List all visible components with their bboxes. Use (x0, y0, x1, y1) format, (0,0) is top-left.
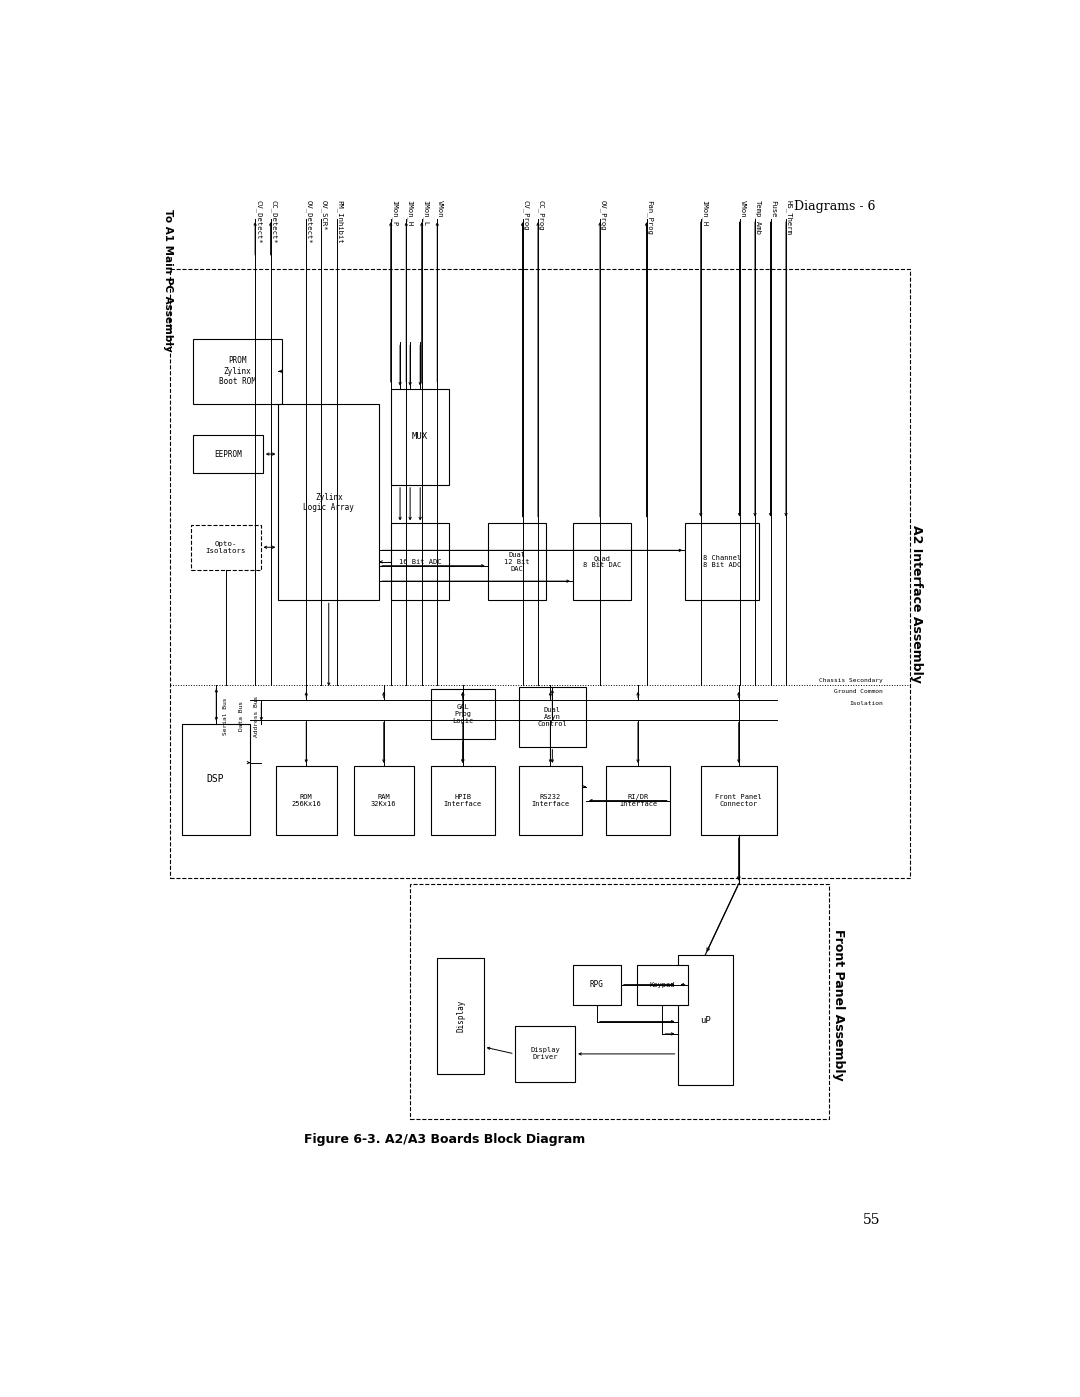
Text: uP: uP (700, 1016, 711, 1024)
Text: 16 Bit ADC: 16 Bit ADC (399, 559, 441, 564)
Text: IMon_H: IMon_H (701, 200, 707, 226)
FancyBboxPatch shape (515, 1027, 576, 1081)
Text: Fan_Prog: Fan_Prog (647, 200, 653, 235)
Text: CC_Prog: CC_Prog (538, 200, 544, 231)
FancyBboxPatch shape (572, 964, 621, 1004)
FancyBboxPatch shape (572, 524, 631, 601)
FancyBboxPatch shape (276, 766, 337, 835)
Text: 8 Channel
8 Bit ADC: 8 Channel 8 Bit ADC (703, 556, 741, 569)
FancyBboxPatch shape (191, 525, 260, 570)
FancyBboxPatch shape (685, 524, 759, 601)
Text: MUX: MUX (411, 432, 428, 441)
Text: Front Panel Assembly: Front Panel Assembly (833, 929, 846, 1080)
Text: A2 Interface Assembly: A2 Interface Assembly (909, 525, 922, 683)
Text: OV_Detect*: OV_Detect* (306, 200, 312, 243)
Text: EEPROM: EEPROM (214, 450, 242, 458)
Text: Data Bus: Data Bus (239, 701, 244, 731)
Text: RPG: RPG (590, 981, 604, 989)
Text: PM_Inhibit: PM_Inhibit (337, 200, 343, 243)
FancyBboxPatch shape (391, 524, 449, 601)
Text: Keypad: Keypad (650, 982, 675, 988)
Text: Front Panel
Connector: Front Panel Connector (715, 793, 762, 807)
Text: Address Bus: Address Bus (254, 696, 259, 736)
Text: PROM
Zylinx
Boot ROM: PROM Zylinx Boot ROM (219, 356, 256, 386)
Text: VMon: VMon (437, 200, 443, 218)
Text: Diagrams - 6: Diagrams - 6 (794, 200, 875, 212)
Text: IMon_L: IMon_L (422, 200, 429, 226)
Text: CV_Detect*: CV_Detect* (255, 200, 261, 243)
FancyBboxPatch shape (353, 766, 414, 835)
Text: RS232
Interface: RS232 Interface (531, 793, 569, 807)
FancyBboxPatch shape (437, 958, 484, 1074)
FancyBboxPatch shape (701, 766, 777, 835)
Text: Opto-
Isolators: Opto- Isolators (205, 541, 246, 553)
FancyBboxPatch shape (279, 404, 379, 601)
Text: Serial Bus: Serial Bus (224, 697, 228, 735)
FancyBboxPatch shape (193, 434, 262, 474)
Text: OV_SCR*: OV_SCR* (321, 200, 327, 231)
Text: Ground Common: Ground Common (834, 689, 882, 694)
Text: VMon: VMon (740, 200, 745, 218)
Text: Quad
8 Bit DAC: Quad 8 Bit DAC (583, 556, 621, 569)
Text: Display
Driver: Display Driver (530, 1048, 559, 1060)
FancyBboxPatch shape (193, 338, 282, 404)
FancyBboxPatch shape (637, 964, 688, 1004)
FancyBboxPatch shape (677, 954, 733, 1085)
Text: Zylinx
Logic Array: Zylinx Logic Array (303, 493, 354, 511)
Text: GAL
Prog
Logic: GAL Prog Logic (453, 704, 473, 724)
Text: Display: Display (456, 1000, 465, 1032)
FancyBboxPatch shape (391, 388, 449, 485)
FancyBboxPatch shape (431, 766, 495, 835)
Text: HPIB
Interface: HPIB Interface (444, 793, 482, 807)
Text: IMon_H: IMon_H (406, 200, 413, 226)
Text: RI/DR
Interface: RI/DR Interface (619, 793, 657, 807)
Text: Figure 6-3. A2/A3 Boards Block Diagram: Figure 6-3. A2/A3 Boards Block Diagram (305, 1133, 585, 1146)
Text: Chassis Secondary: Chassis Secondary (819, 678, 882, 683)
Text: Isolation: Isolation (849, 701, 882, 705)
FancyBboxPatch shape (518, 766, 582, 835)
Text: OV_Prog: OV_Prog (600, 200, 607, 231)
FancyBboxPatch shape (606, 766, 670, 835)
Text: Dual
Asyn
Control: Dual Asyn Control (538, 707, 567, 726)
Text: IMon_P: IMon_P (391, 200, 397, 226)
FancyBboxPatch shape (518, 686, 586, 746)
Text: Fuse: Fuse (770, 200, 777, 218)
Text: To A1 Main PC Assembly: To A1 Main PC Assembly (163, 210, 173, 352)
Text: Dual
12 Bit
DAC: Dual 12 Bit DAC (504, 552, 529, 571)
FancyBboxPatch shape (488, 524, 545, 601)
Text: CC_Detect*: CC_Detect* (271, 200, 278, 243)
Text: Temp_Amb: Temp_Amb (755, 200, 761, 235)
FancyBboxPatch shape (181, 724, 249, 835)
Text: HS_Therm: HS_Therm (786, 200, 793, 235)
Text: RAM
32Kx16: RAM 32Kx16 (372, 793, 396, 807)
Text: ROM
256Kx16: ROM 256Kx16 (292, 793, 321, 807)
Text: 55: 55 (863, 1213, 880, 1227)
FancyBboxPatch shape (431, 689, 495, 739)
Text: DSP: DSP (206, 774, 225, 784)
Text: CV_Prog: CV_Prog (523, 200, 529, 231)
